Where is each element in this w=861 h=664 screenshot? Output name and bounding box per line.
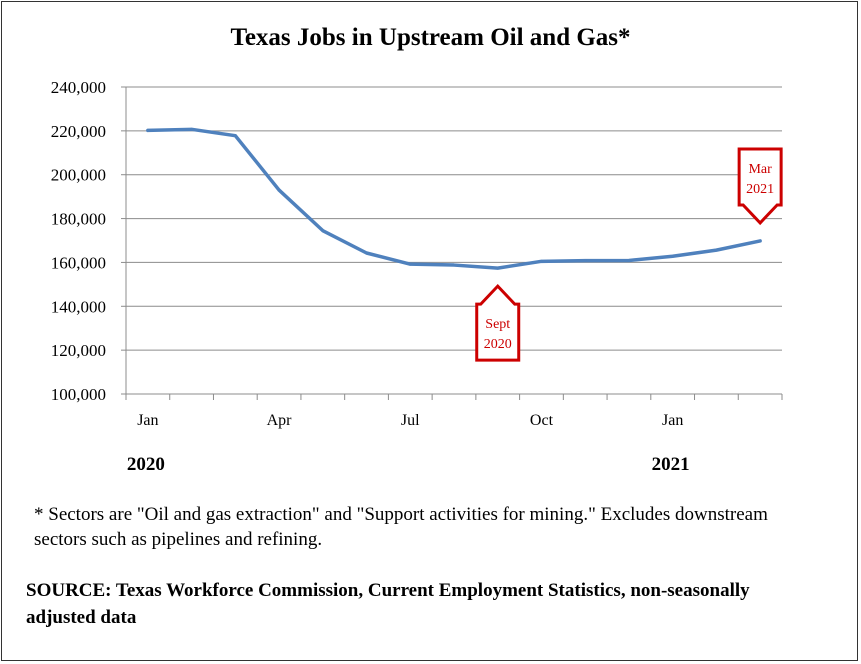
y-tick-label: 140,000 xyxy=(51,297,106,316)
year-label: 2020 xyxy=(126,454,165,475)
data-point xyxy=(277,188,281,192)
data-point xyxy=(408,262,412,266)
y-tick-label: 200,000 xyxy=(51,166,106,185)
data-point xyxy=(671,254,675,258)
data-point xyxy=(583,259,587,263)
source-note: SOURCE: Texas Workforce Commission, Curr… xyxy=(26,580,750,628)
data-point xyxy=(627,258,631,262)
x-tick-label: Jan xyxy=(137,412,158,429)
callout-label: 2020 xyxy=(484,337,512,352)
data-point xyxy=(539,259,543,263)
y-tick-label: 220,000 xyxy=(51,122,106,141)
data-point xyxy=(233,134,237,138)
data-point xyxy=(365,251,369,255)
y-tick-label: 240,000 xyxy=(51,78,106,97)
data-point xyxy=(758,239,762,243)
y-tick-label: 160,000 xyxy=(51,253,106,272)
data-point xyxy=(452,263,456,267)
line-chart: 100,000 120,000 140,000 160,000 180,000 200,0… xyxy=(51,78,783,429)
callout-label: Sept xyxy=(485,317,510,332)
x-tick-label: Apr xyxy=(267,412,293,429)
x-tick-label: Jan xyxy=(662,412,683,429)
footnote: * Sectors are "Oil and gas extraction" a… xyxy=(34,504,768,550)
x-tick-label: Jul xyxy=(401,412,420,429)
callout-label: 2021 xyxy=(746,182,774,197)
callout-arrow xyxy=(475,283,521,362)
y-tick-label: 100,000 xyxy=(51,385,106,404)
x-tick-label: Oct xyxy=(530,412,554,429)
data-point xyxy=(496,266,500,270)
data-point xyxy=(146,128,150,132)
series-line xyxy=(146,127,762,270)
y-tick-label: 180,000 xyxy=(51,210,106,229)
data-point xyxy=(190,127,194,131)
y-tick-label: 120,000 xyxy=(51,341,106,360)
data-point xyxy=(714,248,718,252)
chart-title: Texas Jobs in Upstream Oil and Gas* xyxy=(230,24,631,51)
callout-label: Mar xyxy=(748,162,772,177)
callout-arrow xyxy=(737,147,783,226)
data-point xyxy=(321,229,325,233)
year-label: 2021 xyxy=(651,454,690,475)
